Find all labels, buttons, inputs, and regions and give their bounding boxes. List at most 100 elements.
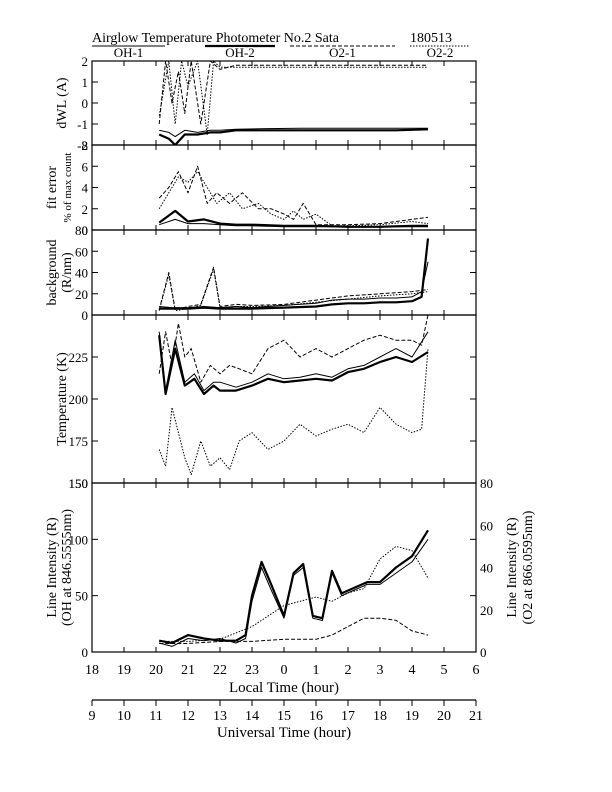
series-line-oh-1 <box>158 331 429 392</box>
y-tick-label: 150 <box>69 476 89 491</box>
panel-frame <box>91 144 477 231</box>
x-tick-label-local: 19 <box>117 663 131 678</box>
y-tick-label: 2 <box>82 54 89 69</box>
series-line-o2-1 <box>158 315 429 383</box>
y-axis-label: Line Intensity (R) <box>45 517 60 618</box>
y-tick-label: 150 <box>69 476 89 491</box>
x-tick-label-ut: 15 <box>277 709 291 724</box>
x-tick-label-ut: 9 <box>89 709 96 724</box>
x-tick-label-local: 20 <box>149 663 163 678</box>
y-right-axis-label-2: (O2 at 866.0595nm) <box>521 510 536 624</box>
panel-frame <box>91 482 477 653</box>
y-tick-label: 0 <box>82 223 89 238</box>
series-line-oh-2 <box>158 209 428 228</box>
y-axis-label-2: (OH at 846.5555nm) <box>60 509 75 626</box>
y-right-tick-label: 80 <box>480 476 493 491</box>
x-axis-label-ut: Universal Time (hour) <box>217 725 351 741</box>
y-right-tick-label: 60 <box>480 518 493 533</box>
y-tick-label: 50 <box>75 589 88 604</box>
y-tick-label: 60 <box>75 244 88 259</box>
panel-dwl: 2 1 0 -1 -2 dWL (A) <box>55 54 477 153</box>
series-line-oh-1 <box>159 127 428 138</box>
y-tick-label: 8 <box>82 138 89 153</box>
series-line-oh-2 <box>158 128 429 145</box>
date-code: 180513 <box>410 31 452 46</box>
x-tick-label-local: 18 <box>85 663 99 678</box>
y-tick-label: 200 <box>69 392 89 407</box>
y-right-tick-label: 20 <box>480 603 493 618</box>
x-tick-label-ut: 18 <box>373 709 387 724</box>
x-tick-label-ut: 14 <box>245 709 259 724</box>
x-tick-label-local: 4 <box>409 663 416 678</box>
y-axis-label: dWL (A) <box>55 77 70 129</box>
x-tick-label-ut: 21 <box>469 709 483 724</box>
y-tick-label: 40 <box>75 266 88 281</box>
y-axis-label: Temperature (K) <box>55 352 70 446</box>
panel-temperature: 225 200 175 150 Temperature (K) <box>55 314 477 491</box>
y-right-tick-label: 0 <box>480 645 487 660</box>
series-line-o2-1 <box>158 61 428 125</box>
series-line-oh-1 <box>159 539 429 647</box>
panel-frame <box>91 60 477 146</box>
y-axis-label-2: (R/nm) <box>60 252 75 293</box>
x-tick-label-ut: 20 <box>437 709 451 724</box>
series-line-o2-1 <box>158 266 429 311</box>
legend: OH-1 OH-2 O2-1 O2-2 <box>92 44 470 62</box>
y-tick-label: 100 <box>69 532 89 547</box>
y-tick-label: -2 <box>77 138 88 153</box>
y-tick-label: 0 <box>82 645 89 660</box>
series-line-o2-2 <box>158 268 429 312</box>
y-tick-label: -1 <box>77 117 88 132</box>
y-tick-label: 1 <box>82 75 89 90</box>
panel-frame <box>91 229 477 316</box>
y-right-tick-label: 40 <box>480 561 493 576</box>
legend-label: O2-2 <box>427 45 454 60</box>
y-tick-label: 0 <box>82 96 89 111</box>
x-tick-label-local: 22 <box>213 663 227 678</box>
x-tick-label-local: 21 <box>181 663 195 678</box>
series-line-o2-2 <box>159 545 429 642</box>
x-tick-label-ut: 16 <box>309 709 323 724</box>
series-line-oh-1 <box>159 261 429 309</box>
x-tick-label-ut: 12 <box>181 709 195 724</box>
legend-label: O2-1 <box>329 45 356 60</box>
y-tick-label: 2 <box>82 202 89 217</box>
x-tick-label-local: 2 <box>345 663 352 678</box>
series-line-o2-2 <box>158 348 429 476</box>
x-tick-label-ut: 19 <box>405 709 419 724</box>
x-tick-label-ut: 13 <box>213 709 227 724</box>
panel-fit_error: 8 6 4 2 0 fit error% of max count <box>45 138 477 238</box>
y-tick-label: 175 <box>69 434 89 449</box>
x-tick-label-ut: 10 <box>117 709 131 724</box>
series-line-o2-2 <box>158 171 429 227</box>
x-tick-label-local: 23 <box>245 663 259 678</box>
y-tick-label: 0 <box>82 308 89 323</box>
legend-label: OH-1 <box>114 45 144 60</box>
x-axis-label-local: Local Time (hour) <box>229 680 339 696</box>
legend-label: OH-2 <box>225 45 255 60</box>
x-tick-label-local: 6 <box>473 663 480 678</box>
x-tick-label-local: 1 <box>313 663 320 678</box>
y-tick-label: 20 <box>75 287 88 302</box>
chart-title: Airglow Temperature Photometer No.2 Sata <box>92 31 340 46</box>
series-line-oh-2 <box>158 335 429 396</box>
panel-background: 80 60 40 20 0 background (R/nm) <box>45 223 477 323</box>
x-tick-label-local: 0 <box>281 663 288 678</box>
series-line-o2-1 <box>159 617 429 644</box>
series-line-oh-2 <box>159 529 429 645</box>
x-tick-label-ut: 11 <box>149 709 162 724</box>
x-tick-label-local: 3 <box>377 663 384 678</box>
y-axis-label: fit error <box>45 166 60 209</box>
series-line-o2-2 <box>158 61 428 135</box>
x-tick-label-local: 5 <box>441 663 448 678</box>
x-tick-label-ut: 17 <box>341 709 355 724</box>
y-tick-label: 4 <box>82 181 89 196</box>
y-right-axis-label: Line Intensity (R) <box>505 517 520 618</box>
y-tick-label: 6 <box>82 159 89 174</box>
y-axis-label: background <box>45 239 60 305</box>
x-axis-ut: 9 10 11 12 13 14 15 16 17 18 19 20 21 Universal Time … <box>89 699 483 741</box>
series-line-oh-2 <box>159 238 430 310</box>
